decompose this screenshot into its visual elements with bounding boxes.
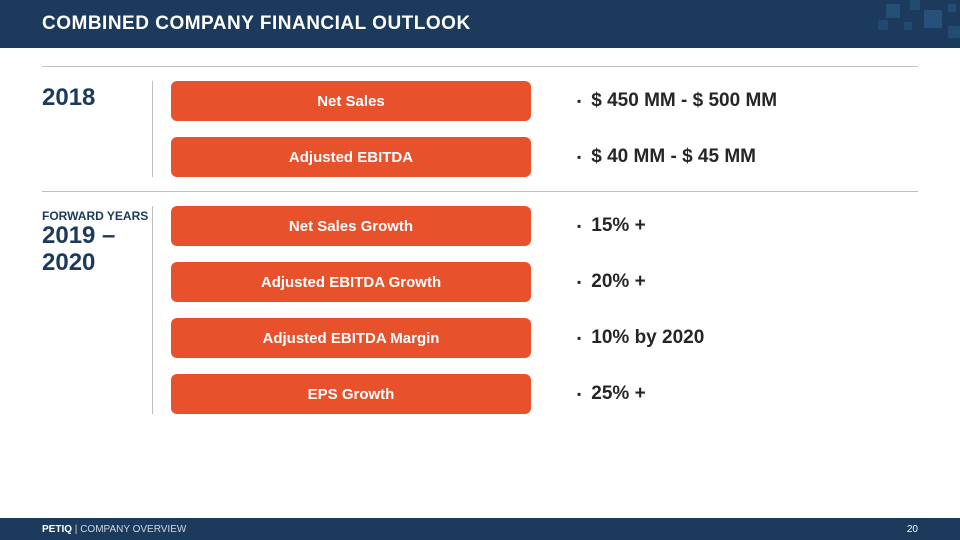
metric-row: Adjusted EBITDA $ 40 MM - $ 45 MM bbox=[171, 137, 918, 177]
period-year: 2019 – 2020 bbox=[42, 223, 152, 276]
metric-pill: Adjusted EBITDA Growth bbox=[171, 262, 531, 302]
footer-bar: PETIQ | COMPANY OVERVIEW 20 bbox=[0, 518, 960, 540]
metric-row: EPS Growth 25% + bbox=[171, 374, 918, 414]
metric-pill: Net Sales Growth bbox=[171, 206, 531, 246]
metric-value: 10% by 2020 bbox=[577, 327, 704, 349]
period-year: 2018 bbox=[42, 85, 152, 111]
section-forward: FORWARD YEARS 2019 – 2020 Net Sales Grow… bbox=[42, 192, 918, 428]
metric-pill: Net Sales bbox=[171, 81, 531, 121]
metric-row: Net Sales Growth 15% + bbox=[171, 206, 918, 246]
page-title: COMBINED COMPANY FINANCIAL OUTLOOK bbox=[42, 13, 471, 35]
footer-company: PETIQ bbox=[42, 524, 72, 535]
metric-value: 20% + bbox=[577, 271, 646, 293]
vertical-divider bbox=[152, 206, 153, 414]
metric-row: Net Sales $ 450 MM - $ 500 MM bbox=[171, 81, 918, 121]
footer-page-number: 20 bbox=[907, 524, 918, 535]
vertical-divider bbox=[152, 81, 153, 177]
metric-value: $ 40 MM - $ 45 MM bbox=[577, 146, 756, 168]
footer-left: PETIQ | COMPANY OVERVIEW bbox=[42, 524, 186, 535]
metric-rows: Net Sales Growth 15% + Adjusted EBITDA G… bbox=[171, 206, 918, 414]
footer-section: COMPANY OVERVIEW bbox=[80, 524, 186, 535]
metric-pill: Adjusted EBITDA bbox=[171, 137, 531, 177]
metric-value: 15% + bbox=[577, 215, 646, 237]
section-2018: 2018 Net Sales $ 450 MM - $ 500 MM Adjus… bbox=[42, 67, 918, 191]
metric-row: Adjusted EBITDA Margin 10% by 2020 bbox=[171, 318, 918, 358]
period-column: 2018 bbox=[42, 81, 152, 177]
metric-pill: Adjusted EBITDA Margin bbox=[171, 318, 531, 358]
metric-value: $ 450 MM - $ 500 MM bbox=[577, 90, 777, 112]
period-column: FORWARD YEARS 2019 – 2020 bbox=[42, 206, 152, 414]
metric-value: 25% + bbox=[577, 383, 646, 405]
header-decoration bbox=[850, 0, 960, 48]
header-bar: COMBINED COMPANY FINANCIAL OUTLOOK bbox=[0, 0, 960, 48]
metric-row: Adjusted EBITDA Growth 20% + bbox=[171, 262, 918, 302]
slide-body: 2018 Net Sales $ 450 MM - $ 500 MM Adjus… bbox=[0, 48, 960, 518]
metric-rows: Net Sales $ 450 MM - $ 500 MM Adjusted E… bbox=[171, 81, 918, 177]
metric-pill: EPS Growth bbox=[171, 374, 531, 414]
slide: COMBINED COMPANY FINANCIAL OUTLOOK 2018 … bbox=[0, 0, 960, 540]
